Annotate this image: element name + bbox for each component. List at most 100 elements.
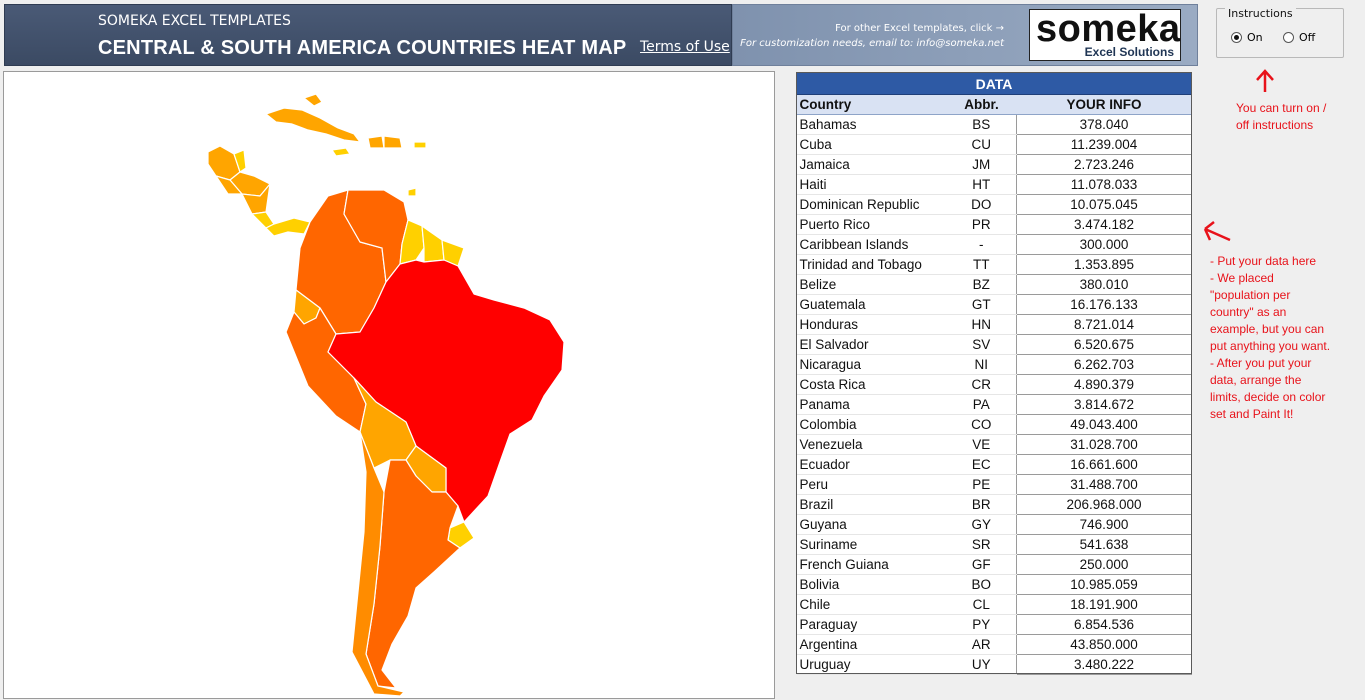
map-region-panama[interactable] bbox=[265, 217, 311, 237]
map-region-haiti[interactable] bbox=[367, 135, 385, 149]
promo-banner: For other Excel templates, click → For c… bbox=[732, 4, 1198, 66]
abbr-cell: CL bbox=[946, 594, 1017, 615]
templates-link[interactable]: For other Excel templates, click → bbox=[835, 23, 1004, 34]
country-cell: Venezuela bbox=[796, 434, 947, 455]
your-info-cell[interactable]: 206.968.000 bbox=[1016, 494, 1192, 515]
your-info-cell[interactable]: 18.191.900 bbox=[1016, 594, 1192, 615]
your-info-cell[interactable]: 380.010 bbox=[1016, 274, 1192, 295]
terms-of-use-link[interactable]: Terms of Use bbox=[640, 39, 730, 55]
your-info-cell[interactable]: 11.239.004 bbox=[1016, 134, 1192, 155]
table-row: Puerto Rico PR 3.474.182 bbox=[796, 214, 1192, 235]
your-info-cell[interactable]: 3.474.182 bbox=[1016, 214, 1192, 235]
your-info-cell[interactable]: 3.480.222 bbox=[1016, 654, 1192, 675]
your-info-cell[interactable]: 10.075.045 bbox=[1016, 194, 1192, 215]
toggle-note: You can turn on / off instructions bbox=[1236, 100, 1326, 134]
page-title: CENTRAL & SOUTH AMERICA COUNTRIES HEAT M… bbox=[98, 37, 627, 59]
radio-unchecked-icon bbox=[1283, 32, 1294, 43]
table-row: Cuba CU 11.239.004 bbox=[796, 134, 1192, 155]
instructions-off-radio[interactable]: Off bbox=[1283, 31, 1315, 44]
column-header-country: Country bbox=[796, 94, 947, 115]
table-row: Ecuador EC 16.661.600 bbox=[796, 454, 1192, 475]
instructions-legend: Instructions bbox=[1225, 7, 1296, 20]
header-subtitle: SOMEKA EXCEL TEMPLATES bbox=[98, 13, 291, 29]
your-info-cell[interactable]: 10.985.059 bbox=[1016, 574, 1192, 595]
abbr-cell: EC bbox=[946, 454, 1017, 475]
abbr-cell: PY bbox=[946, 614, 1017, 635]
table-row: Venezuela VE 31.028.700 bbox=[796, 434, 1192, 455]
your-info-cell[interactable]: 541.638 bbox=[1016, 534, 1192, 555]
abbr-cell: HT bbox=[946, 174, 1017, 195]
map-region-trinidad-and-tobago[interactable] bbox=[407, 187, 417, 197]
country-cell: Caribbean Islands bbox=[796, 234, 947, 255]
table-row: Guatemala GT 16.176.133 bbox=[796, 294, 1192, 315]
your-info-cell[interactable]: 6.854.536 bbox=[1016, 614, 1192, 635]
your-info-cell[interactable]: 1.353.895 bbox=[1016, 254, 1192, 275]
map-region-puerto-rico[interactable] bbox=[413, 141, 427, 149]
country-cell: Honduras bbox=[796, 314, 947, 335]
map-region-bahamas[interactable] bbox=[303, 93, 323, 107]
your-info-cell[interactable]: 300.000 bbox=[1016, 234, 1192, 255]
your-info-cell[interactable]: 3.814.672 bbox=[1016, 394, 1192, 415]
abbr-cell: NI bbox=[946, 354, 1017, 375]
your-info-cell[interactable]: 31.028.700 bbox=[1016, 434, 1192, 455]
data-table-body: Bahamas BS 378.040 Cuba CU 11.239.004 Jamaica J… bbox=[796, 114, 1192, 675]
table-row: Chile CL 18.191.900 bbox=[796, 594, 1192, 615]
table-row: Jamaica JM 2.723.246 bbox=[796, 154, 1192, 175]
map-region-guatemala[interactable] bbox=[207, 145, 241, 181]
your-info-cell[interactable]: 746.900 bbox=[1016, 514, 1192, 535]
map-region-suriname[interactable] bbox=[421, 225, 445, 263]
your-info-cell[interactable]: 43.850.000 bbox=[1016, 634, 1192, 655]
your-info-cell[interactable]: 6.520.675 bbox=[1016, 334, 1192, 355]
map-region-jamaica[interactable] bbox=[331, 147, 351, 157]
your-info-cell[interactable]: 2.723.246 bbox=[1016, 154, 1192, 175]
your-info-cell[interactable]: 11.078.033 bbox=[1016, 174, 1192, 195]
abbr-cell: VE bbox=[946, 434, 1017, 455]
country-cell: Bolivia bbox=[796, 574, 947, 595]
your-info-cell[interactable]: 4.890.379 bbox=[1016, 374, 1192, 395]
toggle-note-line: off instructions bbox=[1236, 118, 1314, 132]
map-region-cuba[interactable] bbox=[265, 107, 361, 143]
your-info-cell[interactable]: 31.488.700 bbox=[1016, 474, 1192, 495]
heat-map bbox=[207, 93, 565, 697]
your-info-cell[interactable]: 16.661.600 bbox=[1016, 454, 1192, 475]
country-cell: Jamaica bbox=[796, 154, 947, 175]
abbr-cell: UY bbox=[946, 654, 1017, 675]
table-row: Belize BZ 380.010 bbox=[796, 274, 1192, 295]
table-row: El Salvador SV 6.520.675 bbox=[796, 334, 1192, 355]
your-info-cell[interactable]: 378.040 bbox=[1016, 114, 1192, 135]
country-cell: Brazil bbox=[796, 494, 947, 515]
instructions-toggle-group: Instructions On Off bbox=[1216, 7, 1344, 58]
your-info-cell[interactable]: 6.262.703 bbox=[1016, 354, 1192, 375]
note-line: limits, decide on color bbox=[1210, 390, 1326, 404]
abbr-cell: JM bbox=[946, 154, 1017, 175]
your-info-cell[interactable]: 250.000 bbox=[1016, 554, 1192, 575]
your-info-cell[interactable]: 16.176.133 bbox=[1016, 294, 1192, 315]
your-info-cell[interactable]: 49.043.400 bbox=[1016, 414, 1192, 435]
customization-note: For customization needs, email to: info@… bbox=[740, 38, 1004, 49]
table-row: Costa Rica CR 4.890.379 bbox=[796, 374, 1192, 395]
country-cell: Argentina bbox=[796, 634, 947, 655]
data-entry-note: - Put your data here - We placed "popula… bbox=[1210, 253, 1330, 423]
map-region-belize[interactable] bbox=[233, 149, 247, 173]
your-info-cell[interactable]: 8.721.014 bbox=[1016, 314, 1192, 335]
country-cell: French Guiana bbox=[796, 554, 947, 575]
abbr-cell: BR bbox=[946, 494, 1017, 515]
abbr-cell: CO bbox=[946, 414, 1017, 435]
abbr-cell: CR bbox=[946, 374, 1017, 395]
country-cell: Guyana bbox=[796, 514, 947, 535]
country-cell: Ecuador bbox=[796, 454, 947, 475]
logo-wordmark: someka bbox=[1036, 8, 1181, 50]
table-row: French Guiana GF 250.000 bbox=[796, 554, 1192, 575]
note-line: - We placed bbox=[1210, 271, 1274, 285]
instructions-on-radio[interactable]: On bbox=[1231, 31, 1263, 44]
country-cell: Chile bbox=[796, 594, 947, 615]
map-region-dominican-republic[interactable] bbox=[383, 135, 403, 149]
country-cell: Puerto Rico bbox=[796, 214, 947, 235]
map-region-nicaragua[interactable] bbox=[241, 183, 271, 215]
country-cell: Uruguay bbox=[796, 654, 947, 675]
country-cell: Cuba bbox=[796, 134, 947, 155]
map-region-chile[interactable] bbox=[351, 431, 405, 697]
table-row: Peru PE 31.488.700 bbox=[796, 474, 1192, 495]
someka-logo[interactable]: someka Excel Solutions bbox=[1029, 8, 1181, 61]
table-row: Trinidad and Tobago TT 1.353.895 bbox=[796, 254, 1192, 275]
